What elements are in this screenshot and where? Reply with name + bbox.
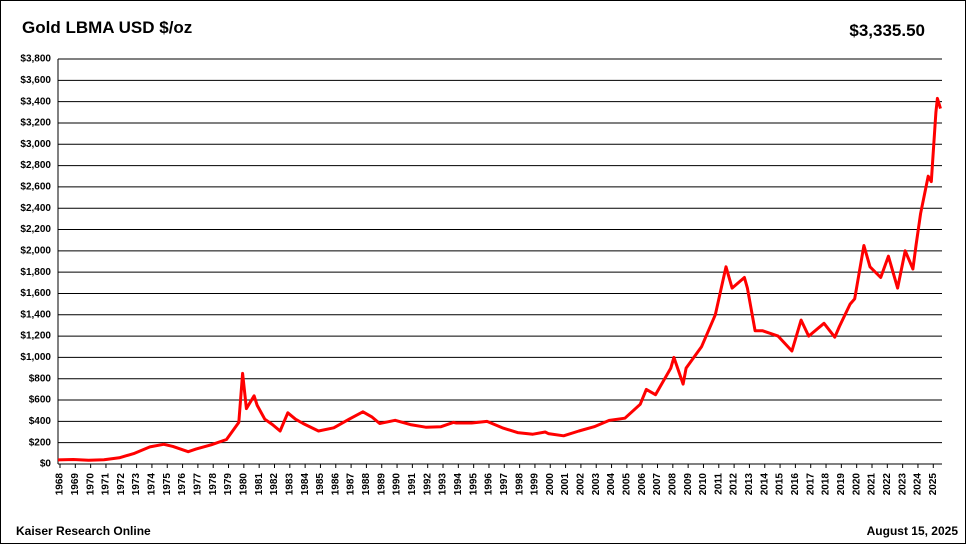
x-tick-label: 2025 — [928, 473, 939, 496]
x-tick-label: 1982 — [269, 473, 280, 496]
latest-price: $3,335.50 — [849, 21, 925, 40]
x-tick-label: 1974 — [147, 473, 158, 496]
y-tick-label: $1,400 — [20, 309, 51, 320]
x-tick-label: 2013 — [744, 473, 755, 496]
x-tick-label: 1980 — [238, 473, 249, 496]
x-tick-label: 2007 — [652, 473, 663, 496]
x-tick-label: 1990 — [392, 473, 403, 496]
y-tick-label: $3,800 — [20, 54, 51, 65]
x-tick-label: 2024 — [913, 473, 924, 496]
x-tick-label: 1975 — [162, 473, 173, 496]
x-tick-label: 1973 — [131, 473, 142, 496]
x-tick-label: 1970 — [85, 473, 96, 496]
x-tick-label: 2005 — [622, 473, 633, 496]
price-line — [57, 96, 942, 462]
x-tick-label: 1985 — [315, 473, 326, 496]
x-tick-label: 2003 — [591, 473, 602, 496]
y-tick-label: $0 — [40, 459, 52, 470]
x-tick-label: 2023 — [897, 473, 908, 496]
y-tick-label: $3,200 — [20, 118, 51, 129]
x-tick-label: 1991 — [407, 473, 418, 496]
x-tick-label: 1988 — [361, 473, 372, 496]
x-tick-label: 1968 — [55, 473, 66, 496]
x-tick-label: 2017 — [805, 473, 816, 496]
y-tick-label: $2,800 — [20, 160, 51, 171]
x-tick-label: 1978 — [208, 473, 219, 496]
y-tick-label: $400 — [29, 416, 52, 427]
x-tick-label: 1979 — [223, 473, 234, 496]
y-tick-label: $2,000 — [20, 245, 51, 256]
source: Kaiser Research Online — [16, 524, 151, 538]
x-tick-label: 1998 — [514, 473, 525, 496]
x-tick-label: 2012 — [729, 473, 740, 496]
y-tick-label: $200 — [29, 437, 52, 448]
y-tick-label: $600 — [29, 395, 52, 406]
y-tick-label: $1,000 — [20, 352, 51, 363]
x-tick-label: 2010 — [698, 473, 709, 496]
x-tick-label: 2018 — [821, 473, 832, 496]
x-tick-label: 2021 — [867, 473, 878, 496]
x-tick-label: 2016 — [790, 473, 801, 496]
y-tick-label: $2,400 — [20, 203, 51, 214]
x-tick-label: 1983 — [284, 473, 295, 496]
x-tick-label: 1995 — [468, 473, 479, 496]
y-tick-label: $3,000 — [20, 139, 51, 150]
date: August 15, 2025 — [867, 524, 959, 538]
x-tick-label: 1981 — [254, 473, 265, 496]
x-tick-label: 2015 — [775, 473, 786, 496]
x-tick-label: 2008 — [667, 473, 678, 496]
x-tick-label: 1996 — [484, 473, 495, 496]
x-tick-label: 2006 — [637, 473, 648, 496]
y-tick-label: $3,600 — [20, 75, 51, 86]
chart-title: Gold LBMA USD $/oz — [22, 18, 192, 37]
y-tick-label: $2,200 — [20, 224, 51, 235]
y-tick-label: $1,200 — [20, 331, 51, 342]
x-tick-label: 2004 — [606, 473, 617, 496]
x-tick-label: 1986 — [330, 473, 341, 496]
x-tick-label: 2020 — [851, 473, 862, 496]
x-tick-label: 2001 — [560, 473, 571, 496]
x-tick-label: 2000 — [545, 473, 556, 496]
x-tick-label: 1969 — [70, 473, 81, 496]
y-tick-label: $800 — [29, 373, 52, 384]
x-tick-label: 1989 — [376, 473, 387, 496]
x-tick-label: 1987 — [346, 473, 357, 496]
x-tick-label: 1976 — [177, 473, 188, 496]
x-tick-label: 2019 — [836, 473, 847, 496]
x-tick-label: 1999 — [530, 473, 541, 496]
x-tick-label: 1972 — [116, 473, 127, 496]
x-tick-label: 2014 — [759, 473, 770, 496]
x-tick-label: 1977 — [193, 473, 204, 496]
x-tick-label: 2002 — [576, 473, 587, 496]
x-tick-label: 1971 — [101, 473, 112, 496]
x-tick-label: 1984 — [300, 473, 311, 496]
x-tick-label: 2009 — [683, 473, 694, 496]
x-tick-label: 1992 — [422, 473, 433, 496]
x-tick-label: 1993 — [438, 473, 449, 496]
x-tick-label: 1994 — [453, 473, 464, 496]
x-tick-label: 1997 — [499, 473, 510, 496]
y-tick-label: $3,400 — [20, 96, 51, 107]
x-tick-label: 2022 — [882, 473, 893, 496]
y-tick-label: $1,800 — [20, 267, 51, 278]
y-tick-label: $1,600 — [20, 288, 51, 299]
y-tick-label: $2,600 — [20, 182, 51, 193]
x-tick-label: 2011 — [713, 473, 724, 495]
